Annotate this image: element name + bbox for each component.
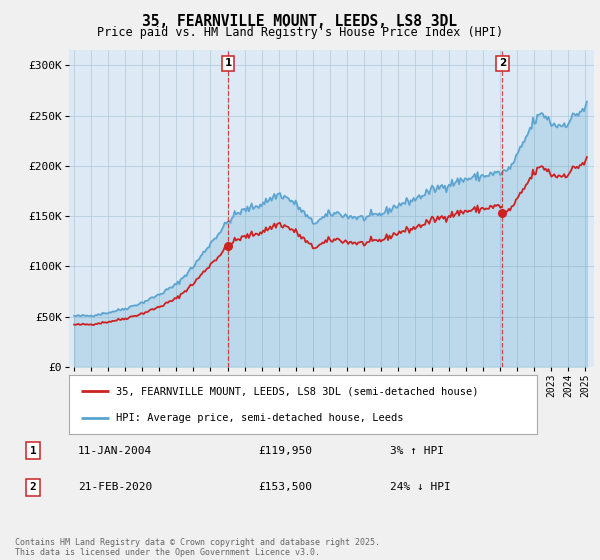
Text: 1: 1: [29, 446, 37, 456]
Text: 3% ↑ HPI: 3% ↑ HPI: [390, 446, 444, 456]
Text: 2: 2: [29, 482, 37, 492]
Text: £153,500: £153,500: [258, 482, 312, 492]
Text: 1: 1: [224, 58, 232, 68]
Text: 24% ↓ HPI: 24% ↓ HPI: [390, 482, 451, 492]
Text: HPI: Average price, semi-detached house, Leeds: HPI: Average price, semi-detached house,…: [116, 413, 403, 423]
Text: 2: 2: [499, 58, 506, 68]
Text: 35, FEARNVILLE MOUNT, LEEDS, LS8 3DL (semi-detached house): 35, FEARNVILLE MOUNT, LEEDS, LS8 3DL (se…: [116, 386, 478, 396]
Text: Contains HM Land Registry data © Crown copyright and database right 2025.
This d: Contains HM Land Registry data © Crown c…: [15, 538, 380, 557]
Text: Price paid vs. HM Land Registry's House Price Index (HPI): Price paid vs. HM Land Registry's House …: [97, 26, 503, 39]
Text: £119,950: £119,950: [258, 446, 312, 456]
Text: 35, FEARNVILLE MOUNT, LEEDS, LS8 3DL: 35, FEARNVILLE MOUNT, LEEDS, LS8 3DL: [143, 14, 458, 29]
Text: 11-JAN-2004: 11-JAN-2004: [78, 446, 152, 456]
Text: 21-FEB-2020: 21-FEB-2020: [78, 482, 152, 492]
